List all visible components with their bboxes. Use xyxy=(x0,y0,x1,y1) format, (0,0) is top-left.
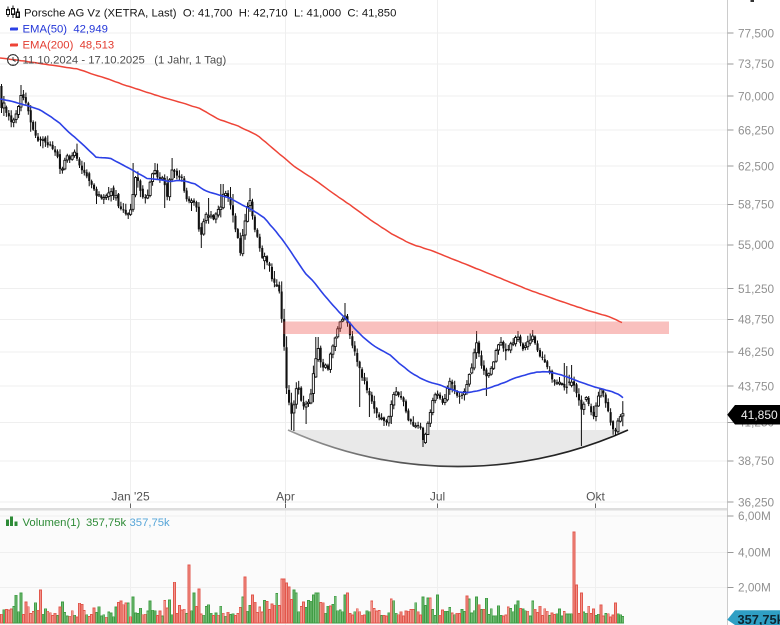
svg-text:51,250: 51,250 xyxy=(738,282,775,296)
svg-text:Jan '25: Jan '25 xyxy=(111,490,150,504)
svg-text:36,250: 36,250 xyxy=(738,495,775,509)
svg-text:73,750: 73,750 xyxy=(738,57,775,71)
svg-text:66,250: 66,250 xyxy=(738,123,775,137)
svg-text:41,850: 41,850 xyxy=(741,408,778,422)
svg-text:EMA(200) 48,513: EMA(200) 48,513 xyxy=(23,40,115,52)
svg-text:43,750: 43,750 xyxy=(738,379,775,393)
svg-text:EMA(50) 42,949: EMA(50) 42,949 xyxy=(23,23,108,35)
svg-text:48,750: 48,750 xyxy=(738,313,775,327)
svg-text:55,000: 55,000 xyxy=(738,238,775,252)
svg-text:70,000: 70,000 xyxy=(738,89,775,103)
svg-text:Okt: Okt xyxy=(586,490,605,504)
svg-text:38,750: 38,750 xyxy=(738,454,775,468)
svg-text:Apr: Apr xyxy=(276,490,295,504)
svg-text:357,75k: 357,75k xyxy=(738,612,780,625)
svg-text:357,75k: 357,75k xyxy=(86,517,127,529)
svg-text:Volumen(1): Volumen(1) xyxy=(23,517,81,529)
svg-text:58,750: 58,750 xyxy=(738,198,775,212)
svg-text:4,00M: 4,00M xyxy=(738,546,771,560)
svg-text:Porsche AG Vz (XETRA, Last) O: Porsche AG Vz (XETRA, Last) O: 41,700 H:… xyxy=(24,8,396,20)
svg-text:Jul: Jul xyxy=(430,490,445,504)
svg-text:11.10.2024 - 17.10.2025 (1 J: 11.10.2024 - 17.10.2025 (1 Jahr, 1 Tag) xyxy=(23,55,227,67)
svg-text:62,500: 62,500 xyxy=(738,159,775,173)
svg-text:2,00M: 2,00M xyxy=(738,581,771,595)
svg-text:77,500: 77,500 xyxy=(738,26,775,40)
svg-text:6,00M: 6,00M xyxy=(738,509,771,523)
svg-text:46,250: 46,250 xyxy=(738,345,775,359)
svg-text:357,75k: 357,75k xyxy=(130,517,171,529)
